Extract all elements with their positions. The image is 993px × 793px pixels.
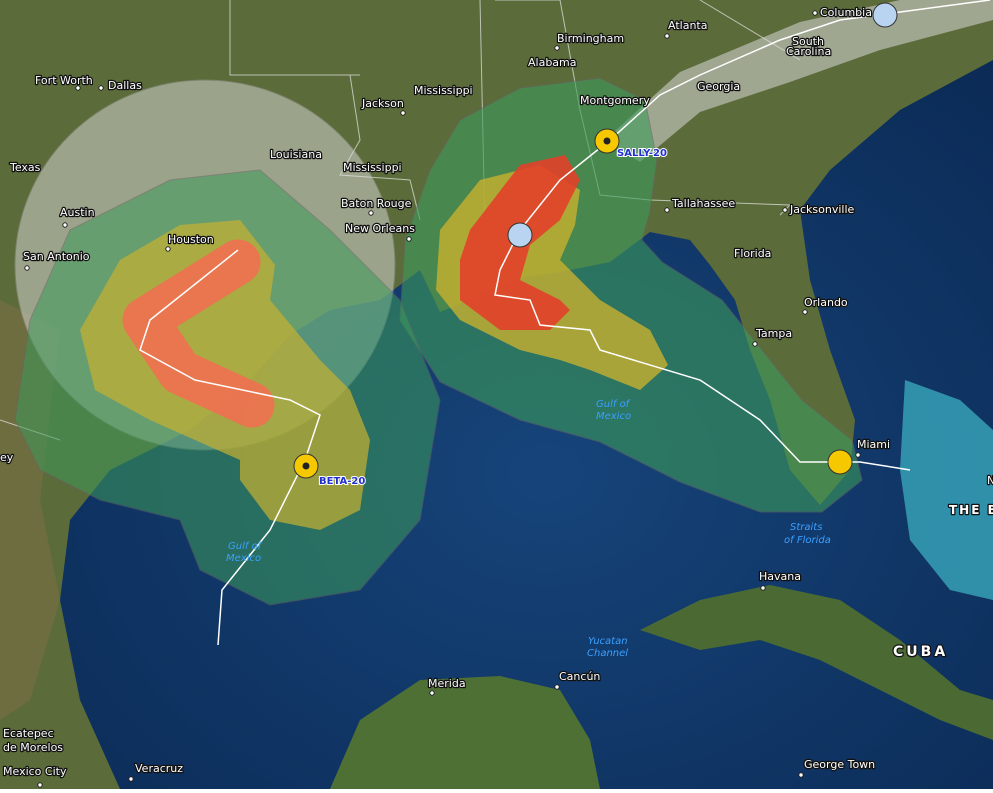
water-label: Yucatan (588, 636, 628, 647)
place-label: THE B (949, 503, 993, 517)
land-cuba (640, 585, 993, 740)
city-dot (802, 309, 808, 315)
place-label: Cancún (559, 670, 600, 683)
city-dot (554, 45, 560, 51)
place-label: N (987, 474, 993, 487)
place-label: ey (0, 451, 14, 464)
city-dot (75, 85, 81, 91)
place-label: Birmingham (557, 32, 624, 45)
place-label: Tallahassee (671, 197, 735, 210)
place-label: Mexico City (3, 765, 67, 778)
place-label: Florida (734, 247, 771, 260)
city-dot (855, 452, 861, 458)
place-label: Louisiana (270, 148, 322, 161)
city-dot (798, 772, 804, 778)
place-label: Jacksonville (789, 203, 855, 216)
place-label: Georgia (697, 80, 740, 93)
tornado-icon[interactable] (872, 2, 898, 28)
city-dot (554, 684, 560, 690)
place-label: de Morelos (3, 741, 63, 754)
place-label: Orlando (804, 296, 848, 309)
place-label: Carolina (786, 45, 831, 58)
place-label: Austin (60, 206, 95, 219)
place-label: Mississippi (414, 84, 473, 97)
place-label: Tampa (755, 327, 792, 340)
sally-forecast (399, 0, 993, 513)
place-label: Montgomery (580, 94, 650, 107)
icons (293, 2, 898, 479)
place-label: San Antonio (23, 250, 90, 263)
place-label: George Town (804, 758, 875, 771)
place-label: Fort Worth (35, 74, 93, 87)
city-dot (368, 210, 374, 216)
post-track-band (605, 0, 993, 162)
place-label: New Orleans (345, 222, 415, 235)
beta-track (139, 249, 321, 646)
water-label: Mexico (596, 411, 631, 422)
city-dot (429, 690, 435, 696)
city-dot (165, 246, 171, 252)
place-label: Mississippi (343, 161, 402, 174)
water-label: Gulf of (596, 399, 631, 410)
water-label: Gulf of (228, 541, 263, 552)
city-dot (581, 97, 587, 103)
place-label: Columbia (820, 6, 872, 19)
city-dot (98, 85, 104, 91)
city-dot (406, 236, 412, 242)
place-label: Atlanta (668, 19, 707, 32)
wind-icon[interactable] (507, 222, 533, 248)
water-label: Straits (790, 522, 822, 533)
place-label: Ecatepec (3, 727, 54, 740)
place-label: Merida (428, 677, 466, 690)
place-label: Houston (168, 233, 214, 246)
city-dot (752, 341, 758, 347)
place-label: Havana (759, 570, 801, 583)
city-dot (37, 782, 43, 788)
place-label: South (792, 35, 824, 48)
place-label: Alabama (528, 56, 577, 69)
city-dot (782, 207, 788, 213)
city-dot (664, 207, 670, 213)
beta-forecast (14, 79, 441, 646)
water-label: Channel (587, 648, 628, 659)
land-yucatan (330, 676, 600, 789)
place-label: Dallas (108, 79, 142, 92)
city-dot (664, 33, 670, 39)
place-label: Baton Rouge (341, 197, 412, 210)
place-label: Jackson (361, 97, 404, 110)
storm-label: BETA-20 (319, 476, 365, 487)
city-dot (24, 265, 30, 271)
city-dot (62, 222, 68, 228)
flood-icon[interactable] (827, 449, 853, 475)
beta-red (122, 239, 275, 428)
sally-track (494, 0, 991, 471)
city-dot (128, 776, 134, 782)
city-dot (812, 10, 818, 16)
city-dot (760, 585, 766, 591)
place-label: Texas (9, 161, 41, 174)
storm-label: SALLY-20 (617, 148, 667, 159)
sally-icon-eye (603, 137, 611, 145)
water-label: Mexico (226, 553, 261, 564)
place-label: CUBA (893, 644, 948, 660)
city-dot (400, 110, 406, 116)
beta-icon-eye (302, 462, 310, 470)
place-label: Veracruz (135, 762, 183, 775)
bahamas-shallows (900, 380, 993, 600)
place-label: Miami (857, 438, 890, 451)
water-label: of Florida (784, 535, 831, 546)
